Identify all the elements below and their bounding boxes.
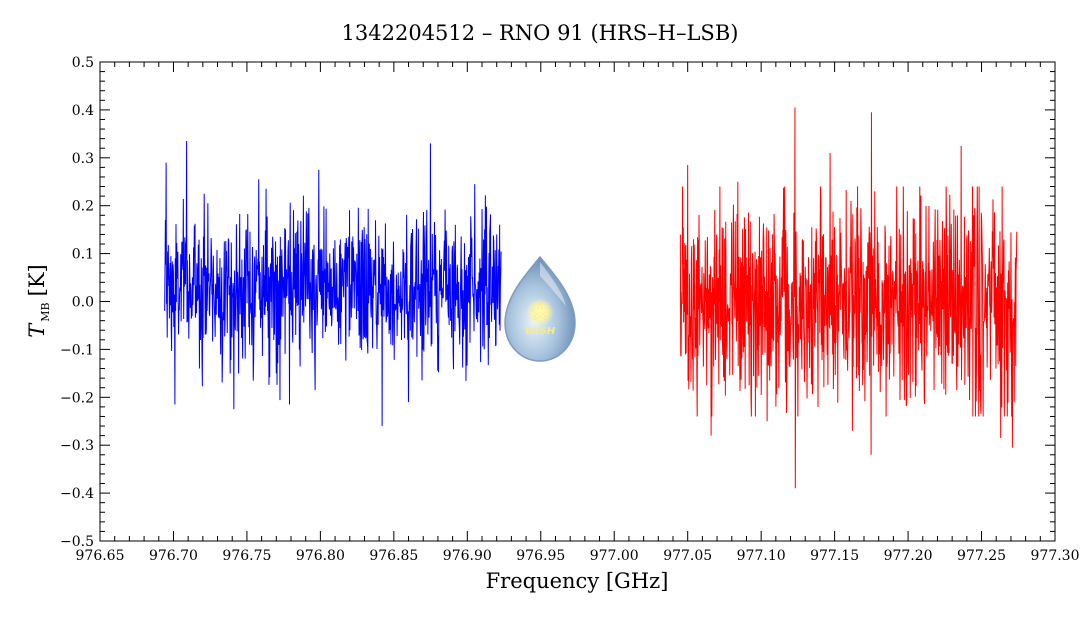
series-layer — [164, 107, 1018, 489]
x-tick-label: 976.80 — [296, 548, 345, 564]
y-tick-label: −0.3 — [60, 438, 94, 454]
axis-ticks — [99, 61, 1056, 542]
y-tick-label: −0.4 — [60, 486, 94, 502]
y-axis-label-main: T — [25, 322, 49, 338]
y-tick-label: −0.2 — [60, 390, 94, 406]
y-tick-label: 0.5 — [72, 55, 94, 71]
tick-labels: 976.65 976.70 976.75 976.80 976.85 976.90 976.… — [60, 55, 1080, 564]
x-tick-label: 976.85 — [369, 548, 418, 564]
x-tick-label: 976.65 — [76, 548, 125, 564]
star-icon — [530, 301, 550, 321]
y-tick-label: 0.0 — [72, 295, 94, 311]
y-tick-label: 0.1 — [72, 247, 94, 263]
y-tick-label: −0.1 — [60, 342, 94, 358]
x-tick-label: 976.70 — [149, 548, 198, 564]
x-tick-label: 977.05 — [663, 548, 712, 564]
y-tick-label: 0.2 — [72, 199, 94, 215]
y-tick-label: 0.4 — [72, 103, 94, 119]
drop-highlight — [540, 262, 566, 306]
x-tick-label: 977.00 — [590, 548, 639, 564]
x-tick-label: 977.15 — [810, 548, 859, 564]
x-tick-label: 977.20 — [884, 548, 933, 564]
x-tick-label: 977.25 — [957, 548, 1006, 564]
y-tick-label: −0.5 — [60, 534, 94, 550]
x-axis-label: Frequency [GHz] — [486, 569, 669, 593]
chart-title: 1342204512 – RNO 91 (HRS–H–LSB) — [342, 21, 739, 45]
y-axis-label-unit: [K] — [25, 264, 49, 296]
logo-text: WISH — [525, 326, 556, 337]
x-tick-label: 977.10 — [737, 548, 786, 564]
x-tick-label: 976.75 — [222, 548, 271, 564]
x-tick-label: 976.90 — [443, 548, 492, 564]
y-tick-label: 0.3 — [72, 151, 94, 167]
x-tick-label: 977.30 — [1031, 548, 1080, 564]
y-axis-label: TMB [K] — [25, 264, 52, 337]
plot-area: 976.65 976.70 976.75 976.80 976.85 976.90 976.… — [60, 55, 1080, 564]
spectrum-series-line-2 — [679, 107, 1018, 489]
y-axis-label-sub: MB — [39, 302, 52, 321]
wish-logo: WISH — [504, 255, 576, 362]
spectrum-series-line-1 — [164, 141, 502, 427]
x-tick-label: 976.95 — [516, 548, 565, 564]
